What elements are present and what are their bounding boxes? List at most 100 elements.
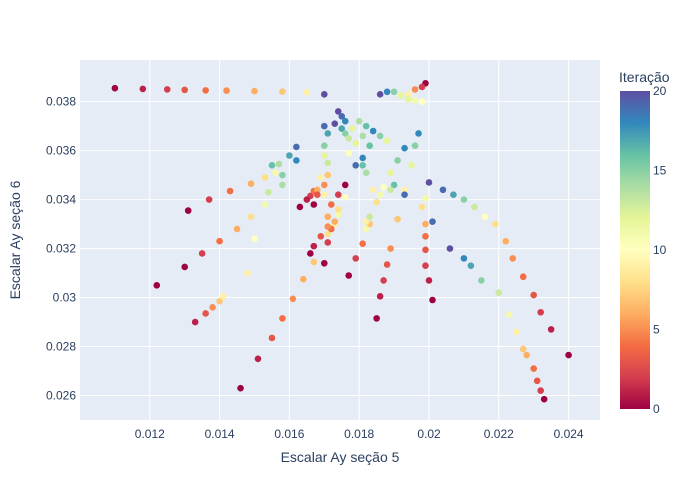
data-point[interactable] [261, 201, 269, 208]
data-point[interactable] [341, 181, 349, 189]
data-point[interactable] [373, 315, 380, 322]
data-point[interactable] [369, 127, 377, 135]
data-point[interactable] [341, 117, 349, 125]
data-point[interactable] [279, 181, 286, 189]
data-point[interactable] [429, 296, 436, 304]
data-point[interactable] [334, 108, 342, 115]
data-point[interactable] [261, 174, 269, 181]
data-point[interactable] [383, 137, 391, 145]
data-point[interactable] [376, 293, 384, 300]
data-point[interactable] [237, 384, 244, 392]
data-point[interactable] [519, 345, 527, 353]
data-point[interactable] [418, 203, 426, 211]
data-point[interactable] [383, 88, 391, 96]
data-point[interactable] [254, 355, 262, 363]
data-point[interactable] [202, 310, 209, 317]
data-point[interactable] [380, 277, 387, 284]
data-point[interactable] [320, 152, 328, 159]
data-point[interactable] [233, 225, 241, 233]
data-point[interactable] [320, 90, 328, 98]
data-point[interactable] [247, 213, 255, 221]
data-point[interactable] [226, 187, 234, 195]
data-point[interactable] [324, 159, 332, 167]
data-point[interactable] [533, 377, 541, 385]
data-point[interactable] [209, 304, 216, 311]
data-point[interactable] [359, 240, 366, 247]
data-point[interactable] [495, 289, 503, 296]
data-point[interactable] [317, 174, 325, 181]
data-point[interactable] [492, 220, 499, 228]
data-point[interactable] [279, 171, 286, 179]
data-point[interactable] [275, 160, 283, 168]
data-point[interactable] [181, 86, 188, 94]
data-point[interactable] [408, 162, 415, 169]
data-point[interactable] [460, 196, 468, 203]
data-point[interactable] [425, 179, 433, 186]
data-point[interactable] [471, 203, 478, 211]
data-point[interactable] [341, 193, 349, 201]
data-point[interactable] [289, 295, 297, 303]
data-point[interactable] [348, 125, 356, 132]
data-point[interactable] [540, 395, 548, 403]
data-point[interactable] [547, 326, 555, 333]
data-point[interactable] [310, 258, 318, 266]
data-point[interactable] [411, 142, 419, 150]
data-point[interactable] [429, 218, 436, 225]
data-point[interactable] [530, 365, 537, 372]
data-point[interactable] [296, 203, 304, 211]
data-point[interactable] [376, 90, 384, 98]
data-point[interactable] [537, 308, 544, 316]
data-point[interactable] [537, 387, 544, 394]
data-point[interactable] [324, 230, 332, 238]
data-point[interactable] [153, 282, 161, 289]
data-point[interactable] [303, 196, 311, 203]
data-point[interactable] [320, 181, 328, 189]
data-point[interactable] [345, 149, 353, 157]
data-point[interactable] [286, 152, 293, 159]
data-point[interactable] [366, 213, 373, 221]
data-point[interactable] [401, 186, 408, 194]
data-point[interactable] [411, 97, 419, 104]
data-point[interactable] [383, 261, 391, 268]
data-point[interactable] [320, 122, 328, 130]
data-point[interactable] [411, 86, 419, 93]
data-point[interactable] [509, 255, 517, 262]
data-point[interactable] [446, 245, 454, 252]
data-point[interactable] [345, 272, 353, 279]
data-point[interactable] [307, 250, 314, 257]
data-point[interactable] [334, 206, 342, 213]
data-point[interactable] [324, 223, 332, 230]
data-point[interactable] [418, 83, 426, 91]
data-point[interactable] [422, 262, 429, 270]
data-point[interactable] [450, 191, 457, 198]
data-point[interactable] [184, 207, 192, 214]
data-point[interactable] [247, 180, 255, 187]
data-point[interactable] [314, 191, 321, 198]
data-point[interactable] [216, 237, 223, 245]
data-point[interactable] [324, 130, 332, 137]
data-point[interactable] [523, 351, 531, 359]
data-point[interactable] [310, 242, 318, 250]
data-point[interactable] [314, 186, 321, 194]
data-point[interactable] [352, 139, 360, 147]
data-point[interactable] [320, 191, 328, 198]
data-point[interactable] [505, 311, 513, 318]
data-point[interactable] [111, 84, 119, 92]
data-point[interactable] [366, 142, 373, 150]
data-point[interactable] [397, 92, 405, 99]
data-point[interactable] [422, 233, 429, 240]
data-point[interactable] [139, 85, 147, 93]
data-point[interactable] [369, 186, 377, 194]
data-point[interactable] [251, 87, 258, 95]
data-point[interactable] [317, 233, 325, 240]
data-point[interactable] [387, 169, 394, 176]
data-point[interactable] [324, 239, 332, 246]
data-point[interactable] [265, 188, 272, 196]
data-point[interactable] [205, 196, 213, 203]
data-point[interactable] [345, 135, 353, 142]
data-point[interactable] [352, 162, 360, 169]
data-point[interactable] [251, 235, 258, 243]
data-point[interactable] [439, 186, 447, 194]
data-point[interactable] [512, 328, 520, 336]
data-point[interactable] [565, 351, 572, 359]
